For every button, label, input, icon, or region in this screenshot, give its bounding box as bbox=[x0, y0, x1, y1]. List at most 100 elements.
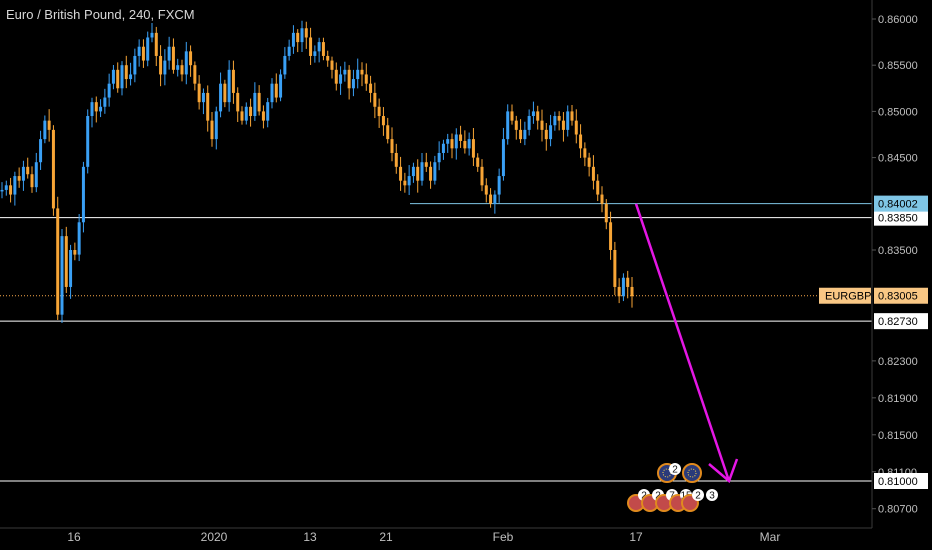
event-count-label: 2 bbox=[695, 491, 701, 502]
candle-body bbox=[150, 32, 154, 38]
candle-body bbox=[630, 286, 634, 297]
candle-body bbox=[497, 176, 501, 195]
candle-body bbox=[557, 116, 561, 121]
candle-body bbox=[210, 120, 214, 140]
candle-body bbox=[411, 166, 415, 177]
y-tick-label: 0.84500 bbox=[878, 153, 918, 165]
price-axis: 0.86000 0.85500 0.85000 0.84500 0.83850 0.835… bbox=[819, 0, 928, 528]
candle-body bbox=[184, 51, 188, 75]
candle-body bbox=[214, 111, 218, 140]
candle-body bbox=[321, 42, 325, 56]
candle-body bbox=[514, 120, 518, 130]
candle-body bbox=[527, 116, 531, 130]
candle-body bbox=[304, 28, 308, 38]
candle-body bbox=[347, 69, 351, 89]
candle-body bbox=[171, 46, 175, 70]
candle-body bbox=[77, 222, 81, 255]
candle-body bbox=[17, 176, 21, 181]
candle-body bbox=[47, 120, 51, 130]
candle-body bbox=[133, 55, 137, 75]
candle-body bbox=[467, 139, 471, 149]
candle-body bbox=[270, 83, 274, 103]
candle-body bbox=[30, 174, 34, 188]
candle-body bbox=[613, 250, 617, 287]
candle-body bbox=[176, 65, 180, 70]
candle-body bbox=[604, 203, 608, 223]
candle-body bbox=[489, 194, 493, 204]
candle-body bbox=[326, 55, 330, 61]
candle-body bbox=[56, 208, 60, 315]
candle-body bbox=[219, 83, 223, 112]
candle-body bbox=[553, 116, 557, 126]
candle-body bbox=[163, 60, 167, 75]
candle-body bbox=[266, 102, 270, 121]
candle-body bbox=[309, 37, 313, 56]
candle-body bbox=[544, 129, 548, 140]
candle-body bbox=[459, 134, 463, 141]
candle-body bbox=[429, 166, 433, 181]
y-tick-label: 0.83500 bbox=[878, 245, 918, 257]
candle-body bbox=[249, 106, 253, 117]
candle-body bbox=[223, 83, 227, 103]
arrow-head bbox=[708, 458, 739, 484]
price-tag bbox=[874, 209, 928, 226]
candle-body bbox=[141, 46, 145, 61]
candle-body bbox=[600, 194, 604, 204]
candle-body bbox=[111, 69, 115, 84]
eu-flag-event-icon bbox=[682, 463, 702, 483]
candle-body bbox=[540, 120, 544, 130]
candle-body bbox=[549, 125, 553, 140]
y-tick-label: 0.86000 bbox=[878, 14, 918, 26]
x-tick-label: 17 bbox=[629, 530, 643, 544]
candle-body bbox=[107, 83, 111, 98]
candle-body bbox=[137, 46, 141, 56]
candle-body bbox=[94, 102, 98, 112]
candle-body bbox=[454, 134, 458, 149]
candle-body bbox=[86, 116, 90, 167]
candle-body bbox=[621, 277, 625, 297]
event-markers[interactable]: 22271523 bbox=[627, 463, 718, 512]
x-tick-label: Mar bbox=[760, 530, 781, 544]
candle-body bbox=[283, 55, 287, 75]
event-count-badge bbox=[706, 489, 718, 501]
candle-body bbox=[120, 65, 124, 89]
candle-body bbox=[9, 185, 13, 195]
candle-body bbox=[506, 111, 510, 140]
candle-body bbox=[626, 277, 630, 287]
candle-body bbox=[463, 140, 467, 149]
candle-body bbox=[480, 166, 484, 186]
candle-body bbox=[43, 120, 47, 140]
projection-arrow bbox=[634, 203, 731, 482]
symbol-tag bbox=[819, 287, 871, 304]
candle-body bbox=[484, 185, 488, 195]
candle-body bbox=[561, 120, 565, 130]
candle-body bbox=[536, 111, 540, 121]
candle-body bbox=[240, 111, 244, 121]
price-tag-label: 0.81000 bbox=[878, 476, 918, 488]
candle-body bbox=[167, 46, 171, 61]
candle-body bbox=[154, 32, 158, 56]
candle-body bbox=[369, 83, 373, 93]
candle-body bbox=[26, 166, 30, 175]
candle-body bbox=[81, 166, 85, 223]
event-count-label: 2 bbox=[641, 491, 647, 502]
eu-stars-icon bbox=[687, 468, 697, 478]
candle-body bbox=[261, 111, 265, 121]
candle-body bbox=[330, 60, 334, 70]
event-count-label: 2 bbox=[655, 491, 661, 502]
y-tick-label: 0.85000 bbox=[878, 106, 918, 118]
price-tag bbox=[874, 313, 928, 330]
candle-body bbox=[579, 134, 583, 149]
candle-body bbox=[124, 65, 128, 80]
candle-body bbox=[433, 162, 437, 181]
candle-body bbox=[21, 166, 25, 181]
candle-body bbox=[523, 129, 527, 140]
candle-body bbox=[231, 69, 235, 93]
candle-body bbox=[617, 286, 621, 297]
chart-title: Euro / British Pound, 240, FXCM bbox=[6, 7, 195, 22]
event-count-label: 7 bbox=[669, 491, 675, 502]
candle-body bbox=[437, 152, 441, 163]
candle-body bbox=[146, 37, 150, 61]
x-tick-label: 2020 bbox=[201, 530, 228, 544]
